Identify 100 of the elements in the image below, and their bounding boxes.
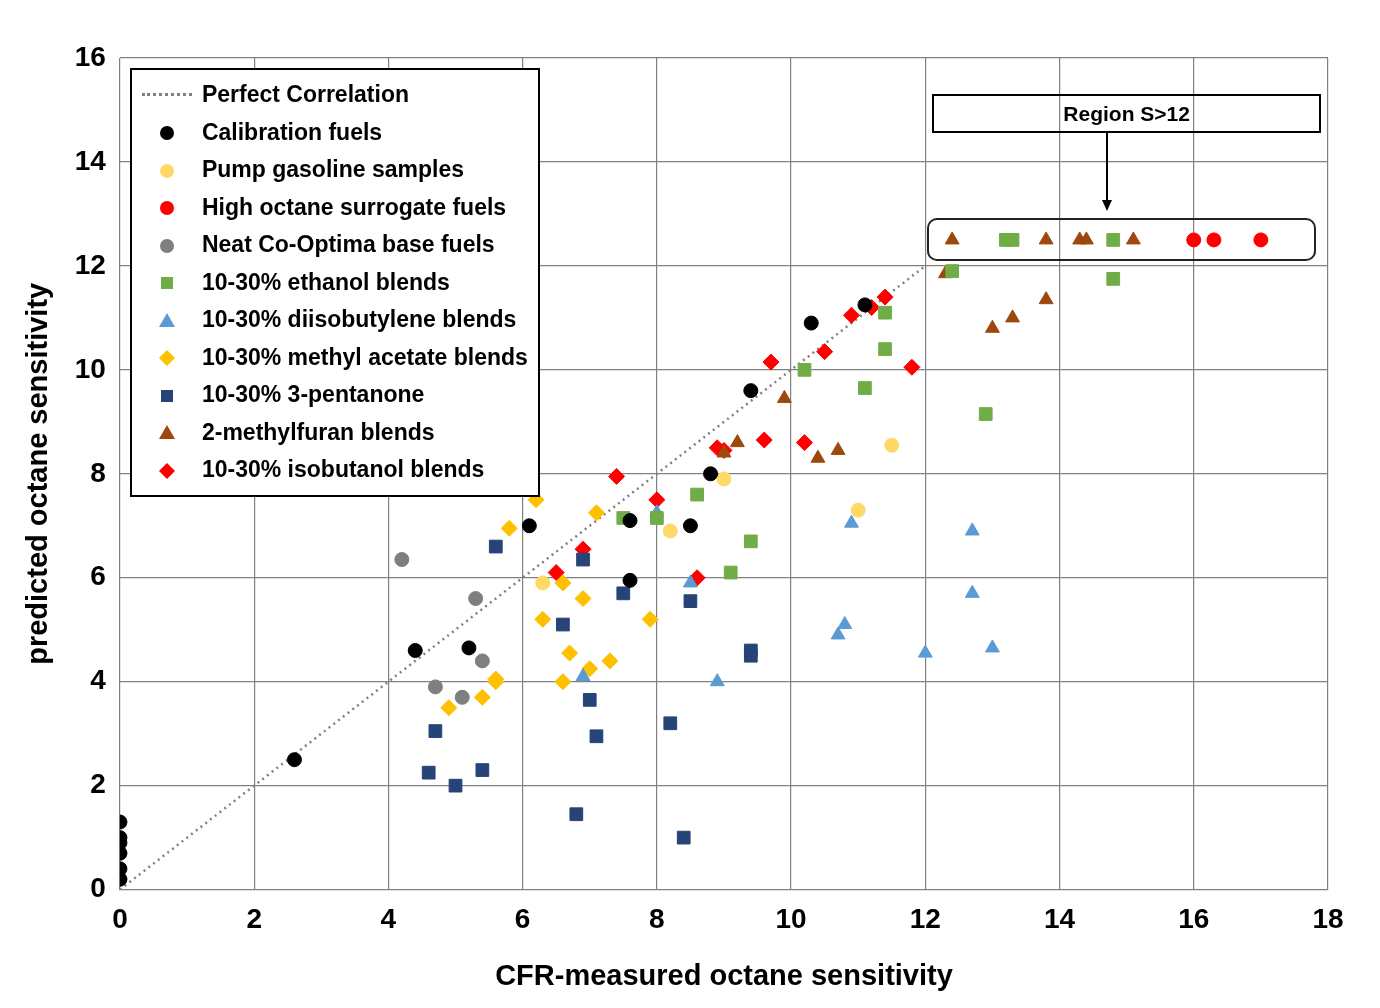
point xyxy=(535,575,551,591)
point xyxy=(576,552,590,567)
legend-label: Pump gasoline samples xyxy=(201,155,464,184)
x-tick-label: 16 xyxy=(1178,903,1210,935)
y-tick-label: 4 xyxy=(90,664,107,696)
point xyxy=(1206,232,1222,248)
y-tick-label: 12 xyxy=(74,248,106,280)
point xyxy=(816,343,834,361)
y-tick-label: 0 xyxy=(90,872,106,904)
point xyxy=(561,644,579,662)
x-tick-label: 6 xyxy=(514,903,531,935)
legend-label: Neat Co-Optima base fuels xyxy=(201,230,495,259)
point xyxy=(475,763,490,777)
point xyxy=(663,716,678,731)
x-axis-title: CFR-measured octane sensitivity xyxy=(495,958,953,991)
point xyxy=(1253,232,1269,248)
point xyxy=(556,617,570,632)
point xyxy=(850,502,866,518)
point xyxy=(1186,232,1202,248)
point xyxy=(608,467,626,485)
point xyxy=(776,389,792,403)
point xyxy=(683,594,698,608)
point xyxy=(286,752,302,768)
point xyxy=(574,590,592,608)
point xyxy=(468,591,484,607)
point xyxy=(582,693,597,707)
point xyxy=(461,640,477,656)
point xyxy=(622,513,638,529)
point xyxy=(844,514,859,528)
point xyxy=(917,644,933,658)
point xyxy=(709,673,725,687)
point xyxy=(830,441,846,455)
point xyxy=(682,518,698,534)
point xyxy=(857,297,873,313)
point xyxy=(878,305,892,320)
point xyxy=(648,491,666,509)
point xyxy=(1106,272,1121,286)
point xyxy=(428,724,443,738)
point xyxy=(641,610,659,628)
legend-label: 2-methylfuran blends xyxy=(201,417,435,447)
y-tick-label: 6 xyxy=(90,560,106,592)
point xyxy=(500,519,518,537)
point xyxy=(723,565,738,580)
point xyxy=(703,466,719,482)
point xyxy=(440,699,458,717)
x-tick-label: 4 xyxy=(380,903,397,935)
point xyxy=(762,353,780,371)
y-tick-label: 8 xyxy=(90,456,106,488)
x-tick-label: 8 xyxy=(649,903,665,935)
point xyxy=(554,673,572,691)
point xyxy=(521,518,537,534)
legend-label: 10-30% diisobutylene blends xyxy=(201,305,517,334)
point xyxy=(454,689,470,705)
point xyxy=(1078,231,1094,245)
point xyxy=(716,471,732,487)
point xyxy=(394,552,410,568)
point xyxy=(575,668,591,681)
point xyxy=(796,434,814,452)
legend-label: 10-30% ethanol blends xyxy=(201,267,450,297)
point xyxy=(985,639,1000,653)
x-tick-label: 18 xyxy=(1312,903,1344,935)
x-tick-label: 0 xyxy=(112,903,128,935)
y-tick-label: 14 xyxy=(74,144,107,176)
point xyxy=(616,586,631,601)
legend-label: 10-30% 3-pentanone xyxy=(201,380,425,409)
point xyxy=(421,765,436,780)
point xyxy=(676,830,691,845)
annotation: Region S>12 xyxy=(1063,101,1190,126)
point xyxy=(427,679,443,695)
point xyxy=(876,288,894,306)
point xyxy=(581,660,599,678)
point xyxy=(473,688,491,706)
point xyxy=(858,381,872,395)
point xyxy=(488,539,503,554)
y-tick-label: 16 xyxy=(74,40,106,72)
point xyxy=(649,511,664,525)
x-tick-label: 12 xyxy=(909,903,941,935)
y-axis-title: predicted octane sensitivity xyxy=(21,282,54,665)
point xyxy=(534,610,552,628)
point xyxy=(944,231,960,245)
note-frame: Region S>12 xyxy=(932,94,1322,134)
point xyxy=(407,643,423,659)
point xyxy=(682,574,698,588)
x-tick-label: 10 xyxy=(775,903,807,935)
point xyxy=(743,383,759,399)
point xyxy=(474,653,490,669)
point xyxy=(810,449,826,463)
point xyxy=(601,652,619,670)
point xyxy=(985,319,1000,333)
x-tick-label: 2 xyxy=(246,903,262,935)
point xyxy=(690,487,704,502)
point xyxy=(830,626,846,640)
point xyxy=(662,523,678,539)
point xyxy=(978,407,993,421)
x-tick-label: 14 xyxy=(1043,903,1076,935)
legend-label: 10-30% methyl acetate blends xyxy=(201,342,528,372)
point xyxy=(755,431,773,449)
point xyxy=(1005,233,1020,247)
point xyxy=(743,643,758,658)
point xyxy=(569,807,584,822)
